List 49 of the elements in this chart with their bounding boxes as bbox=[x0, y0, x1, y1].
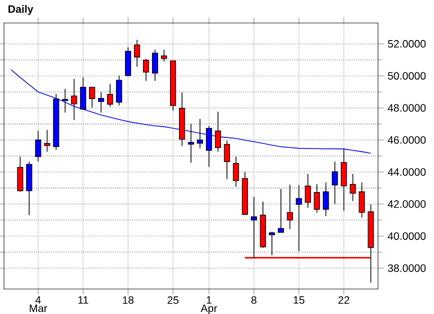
x-tick-label: 11 bbox=[78, 296, 88, 304]
y-tick-label: 52.0000 bbox=[388, 40, 426, 48]
chart-title: Daily bbox=[8, 5, 34, 15]
candlestick bbox=[134, 39, 140, 67]
y-tick-label: 38.0000 bbox=[388, 264, 426, 272]
y-tick-label: 40.0000 bbox=[388, 232, 426, 240]
text: Mar bbox=[30, 304, 48, 312]
y-tick-label: 48.0000 bbox=[388, 104, 426, 112]
x-tick-label: 15 bbox=[294, 296, 304, 304]
candlestick bbox=[35, 130, 42, 162]
candlestick bbox=[322, 182, 329, 216]
y-tick-label: 44.0000 bbox=[388, 168, 426, 176]
x-tick-label: 25 bbox=[168, 296, 178, 304]
candlestick bbox=[107, 83, 114, 108]
candlestick bbox=[350, 174, 356, 202]
candlestick bbox=[250, 196, 257, 259]
candlestick bbox=[214, 111, 222, 152]
candlestick bbox=[278, 188, 284, 233]
candlestick bbox=[314, 184, 320, 214]
candlestick bbox=[286, 184, 293, 230]
candlestick bbox=[71, 78, 78, 120]
candlestick bbox=[116, 75, 122, 106]
candlestick bbox=[80, 76, 86, 110]
candlestick bbox=[161, 49, 168, 62]
candlestick bbox=[98, 92, 104, 113]
candlestick bbox=[17, 156, 24, 192]
x-tick-label: 8 bbox=[251, 296, 256, 304]
candlestick bbox=[268, 231, 275, 256]
x-tick-label: 18 bbox=[122, 296, 134, 304]
candlestick bbox=[62, 88, 68, 113]
candlestick bbox=[340, 148, 347, 212]
candlestick bbox=[296, 184, 302, 252]
y-tick-label: 46.0000 bbox=[388, 136, 426, 144]
y-tick-label: 42.0000 bbox=[388, 200, 426, 208]
candlestick bbox=[152, 49, 158, 82]
candlestick bbox=[304, 174, 311, 208]
candlestick bbox=[358, 182, 365, 218]
candlestick bbox=[232, 156, 239, 188]
candlestick bbox=[224, 140, 230, 180]
candlestick bbox=[196, 118, 204, 149]
text: Apr bbox=[200, 304, 218, 314]
x-tick-label: 4 bbox=[35, 296, 41, 304]
candlestick bbox=[89, 86, 96, 108]
candlestick bbox=[143, 58, 150, 82]
x-tick-label: 1 bbox=[206, 296, 212, 304]
x-tick-label: 22 bbox=[338, 296, 350, 304]
y-tick-label: 50.0000 bbox=[388, 72, 426, 80]
candlestick bbox=[44, 129, 50, 152]
candlestick bbox=[332, 161, 338, 204]
